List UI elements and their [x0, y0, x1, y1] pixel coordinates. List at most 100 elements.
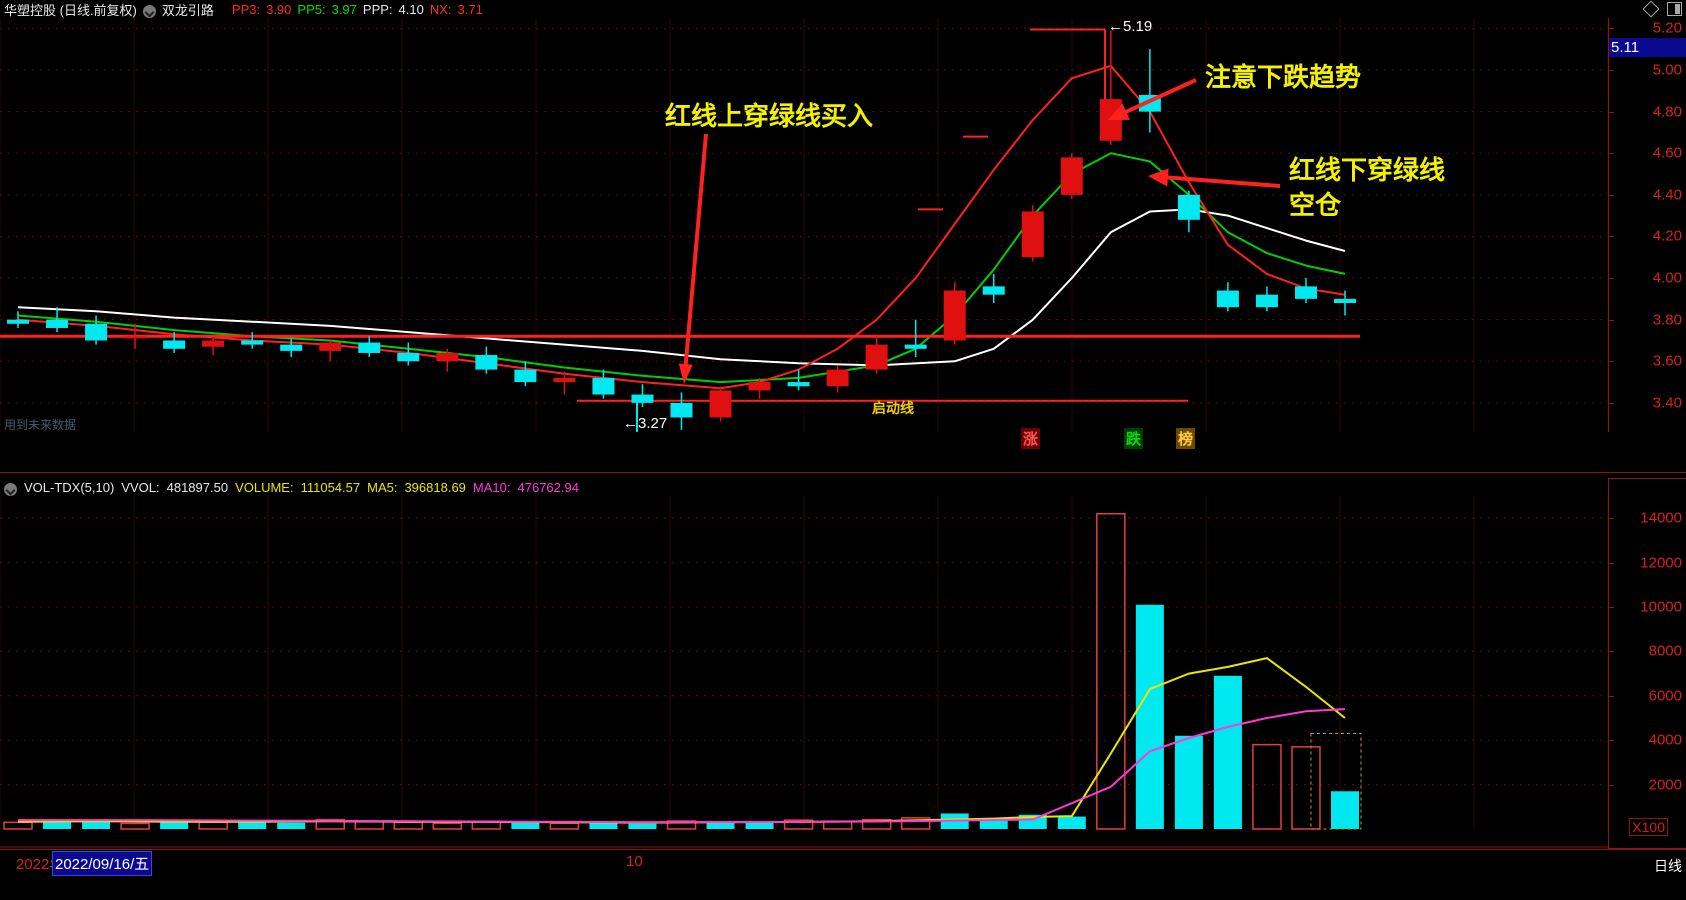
candlestick[interactable]	[1177, 190, 1200, 233]
candle-body	[670, 402, 693, 418]
candlestick[interactable]	[85, 315, 108, 345]
volume-bar[interactable]	[900, 817, 931, 830]
volume-bar[interactable]	[1018, 814, 1047, 829]
volume-bar[interactable]	[549, 822, 580, 830]
candlestick[interactable]	[358, 336, 381, 358]
volume-bar[interactable]	[160, 820, 189, 829]
candlestick[interactable]	[1021, 205, 1044, 262]
candle-body	[358, 342, 381, 353]
candlestick[interactable]	[865, 336, 888, 374]
volume-bar[interactable]	[198, 821, 228, 830]
candlestick[interactable]	[982, 273, 1005, 304]
candlestick[interactable]	[1334, 290, 1356, 316]
volume-bar[interactable]	[861, 818, 892, 830]
rank-marker-down[interactable]: 跌	[1124, 428, 1144, 449]
volume-bar[interactable]	[3, 821, 33, 830]
candlestick[interactable]	[1294, 278, 1317, 304]
stock-name-label[interactable]: 华塑控股 (日线.前复权)	[4, 2, 137, 18]
candlestick[interactable]	[631, 384, 654, 408]
candlestick[interactable]	[1255, 286, 1278, 312]
rank-marker-up[interactable]: 涨	[1021, 428, 1041, 449]
vol-indicator-title[interactable]: VOL-TDX(5,10)	[24, 479, 115, 495]
volume-bar-solid	[1331, 791, 1359, 829]
candlestick[interactable]	[709, 386, 732, 422]
candlestick[interactable]	[670, 392, 693, 430]
candlestick[interactable]	[124, 323, 147, 349]
candlestick[interactable]	[397, 342, 420, 366]
chevron-down-circle-icon[interactable]	[4, 482, 17, 496]
volume-bar[interactable]	[1213, 675, 1242, 829]
selected-date-label[interactable]: 2022/09/16/五	[52, 851, 153, 876]
candlestick[interactable]	[943, 282, 966, 345]
candlestick[interactable]	[1060, 153, 1083, 199]
volume-bar-hollow	[198, 821, 228, 830]
param-nx-value: 3.71	[457, 1, 483, 17]
chevron-down-circle-icon[interactable]	[142, 4, 156, 18]
volume-bar[interactable]	[1291, 746, 1321, 830]
candlestick[interactable]	[163, 332, 186, 353]
sell-signal-arrow-shaft	[1159, 174, 1281, 188]
candlestick[interactable]	[475, 346, 498, 374]
volume-label: VOLUME:	[235, 479, 294, 495]
candlestick[interactable]	[904, 319, 927, 358]
volume-bar[interactable]	[1331, 791, 1359, 829]
volume-bar[interactable]	[43, 819, 72, 829]
volume-bar[interactable]	[315, 818, 345, 830]
volume-axis[interactable]: 14000 12000 10000 8000 6000 4000 2000	[1608, 478, 1686, 849]
volume-chart-pane[interactable]	[0, 496, 1608, 849]
candlestick[interactable]	[1099, 30, 1122, 145]
candlestick[interactable]	[202, 336, 225, 356]
volume-bar[interactable]	[238, 821, 267, 829]
current-price-highlight: 5.11	[1608, 38, 1686, 58]
candlestick[interactable]	[241, 332, 264, 349]
indicator-name-label[interactable]: 双龙引路	[161, 2, 214, 18]
candlestick[interactable]	[46, 307, 69, 333]
volume-bar[interactable]	[979, 818, 1008, 829]
candlestick[interactable]	[436, 348, 459, 372]
candlestick[interactable]	[748, 377, 771, 399]
volume-bar[interactable]	[1135, 604, 1164, 829]
candlestick[interactable]	[514, 361, 537, 387]
price-axis-tick	[1608, 28, 1614, 30]
volume-bar[interactable]	[82, 821, 111, 829]
volume-bar[interactable]	[1096, 513, 1126, 830]
volume-bar[interactable]	[432, 822, 463, 830]
date-axis-bar[interactable]: 2022年 2022/09/16/五 10	[0, 849, 1686, 900]
volume-bar[interactable]	[354, 820, 385, 830]
volume-bar[interactable]	[745, 822, 774, 829]
volume-bar[interactable]	[511, 821, 540, 829]
panel-toggle-icon[interactable]	[1667, 2, 1682, 16]
volume-bar[interactable]	[628, 823, 657, 829]
volume-bar[interactable]	[706, 821, 735, 829]
volume-bar[interactable]	[1057, 816, 1086, 829]
volume-bar[interactable]	[783, 819, 814, 830]
candlestick[interactable]	[319, 340, 342, 362]
annotation-downtrend-warning: 注意下跌趋势	[1205, 62, 1362, 92]
price-chart-pane[interactable]	[0, 18, 1608, 432]
price-axis[interactable]: 5.20 5.00 4.80 4.60 4.40 4.20 4.00 3.80 3.60 3.40…	[1608, 18, 1686, 432]
price-axis-label: 5.20	[1652, 19, 1682, 37]
volume-bar[interactable]	[1252, 743, 1282, 830]
volume-bar[interactable]	[393, 821, 424, 830]
candle-body	[592, 377, 615, 395]
diamond-icon[interactable]	[1642, 0, 1660, 18]
volume-bar[interactable]	[277, 822, 306, 829]
candlestick[interactable]	[1216, 282, 1239, 312]
candlestick[interactable]	[7, 311, 29, 328]
volume-bar[interactable]	[1174, 735, 1203, 829]
candlestick[interactable]	[826, 365, 849, 393]
volume-bar[interactable]	[666, 820, 697, 830]
volume-bar-solid	[82, 821, 111, 829]
rank-marker-rank[interactable]: 榜	[1176, 428, 1196, 449]
volume-bar[interactable]	[589, 822, 618, 829]
volume-bar[interactable]	[120, 822, 150, 830]
candlestick[interactable]	[592, 369, 615, 399]
period-label[interactable]: 日线	[1654, 858, 1682, 874]
candlestick[interactable]	[280, 338, 303, 358]
candlestick[interactable]	[1138, 49, 1161, 133]
candlestick[interactable]	[787, 369, 810, 391]
candlestick[interactable]	[553, 371, 576, 395]
month-tick-label: 10	[626, 853, 643, 870]
volume-axis-tick	[1608, 740, 1614, 742]
